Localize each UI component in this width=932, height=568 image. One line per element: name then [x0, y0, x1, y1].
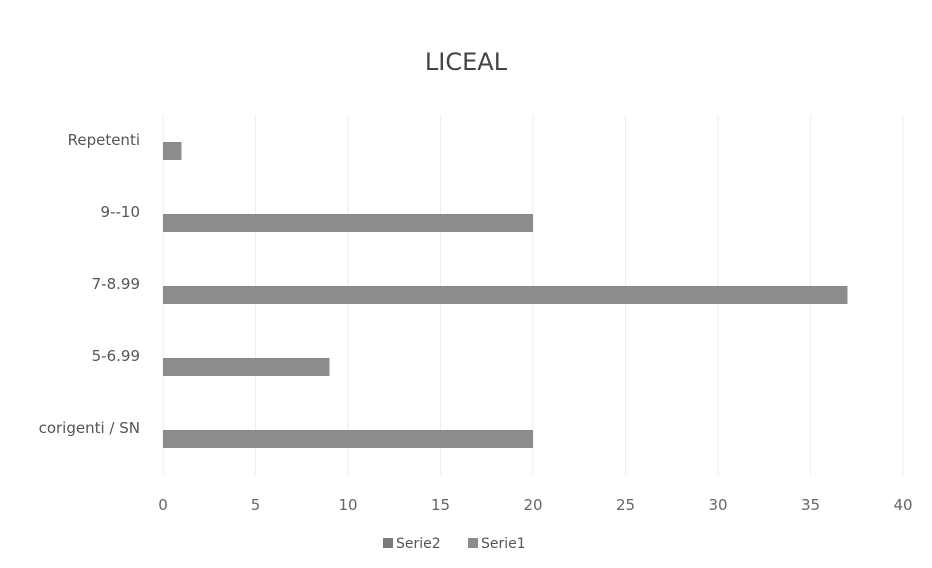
- bars: [163, 142, 848, 448]
- x-tick-label-35: 35: [801, 496, 820, 514]
- bar-serie1-4: [163, 142, 182, 160]
- category-label-3: 9--10: [101, 203, 140, 221]
- x-axis-ticks: 0 5 10 15 20 25 30 35 40: [158, 496, 912, 514]
- legend-label-serie2: Serie2: [396, 536, 441, 552]
- category-label-2: 7-8.99: [92, 275, 140, 293]
- category-label-1: 5-6.99: [92, 347, 140, 365]
- bar-serie1-1: [163, 358, 330, 376]
- x-tick-label-5: 5: [251, 496, 261, 514]
- x-tick-label-40: 40: [893, 496, 912, 514]
- bar-serie1-2: [163, 286, 848, 304]
- category-label-0: corigenti / SN: [39, 419, 140, 437]
- legend-swatch-serie2: [383, 538, 393, 548]
- x-tick-label-25: 25: [616, 496, 635, 514]
- category-labels: corigenti / SN 5-6.99 7-8.99 9--10 Repetenti: [39, 131, 140, 437]
- x-tick-label-15: 15: [431, 496, 450, 514]
- category-label-4: Repetenti: [68, 131, 140, 149]
- legend-swatch-serie1: [468, 538, 478, 548]
- x-tick-label-30: 30: [708, 496, 727, 514]
- x-tick-label-10: 10: [338, 496, 357, 514]
- chart-title: LICEAL: [425, 48, 508, 76]
- bar-serie1-0: [163, 430, 533, 448]
- x-tick-label-0: 0: [158, 496, 168, 514]
- legend-label-serie1: Serie1: [481, 536, 526, 552]
- bar-serie1-3: [163, 214, 533, 232]
- legend: Serie2 Serie1: [383, 536, 526, 552]
- x-tick-label-20: 20: [523, 496, 542, 514]
